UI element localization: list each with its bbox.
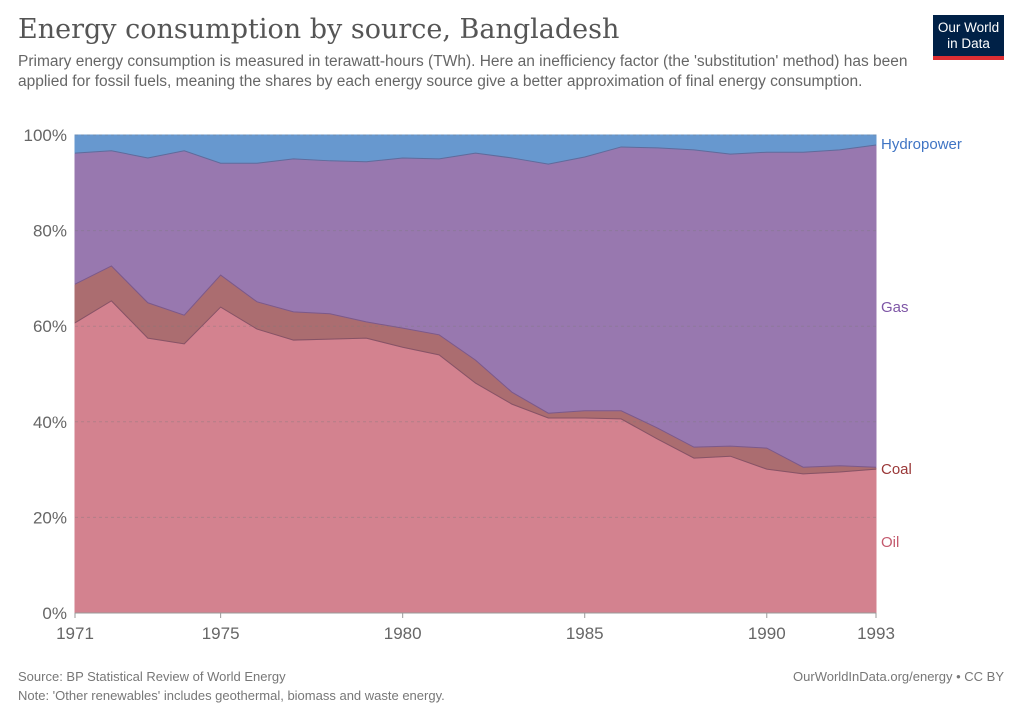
x-tick-label: 1975 <box>202 624 240 643</box>
y-tick-label: 40% <box>33 413 67 432</box>
x-tick-label: 1993 <box>857 624 895 643</box>
chart-title: Energy consumption by source, Bangladesh <box>18 14 620 45</box>
y-tick-label: 0% <box>42 604 67 623</box>
y-tick-label: 80% <box>33 222 67 241</box>
series-label-coal: Coal <box>881 461 912 478</box>
note-text: Note: 'Other renewables' includes geothe… <box>18 688 445 703</box>
chart-subtitle: Primary energy consumption is measured i… <box>18 53 908 90</box>
series-label-oil: Oil <box>881 534 899 551</box>
source-text: Source: BP Statistical Review of World E… <box>18 669 286 684</box>
credit-link[interactable]: OurWorldInData.org/energy • CC BY <box>793 669 1004 684</box>
owid-logo[interactable]: Our World in Data <box>933 15 1004 60</box>
boundary-line-gas <box>74 144 877 165</box>
boundary-line-coal <box>74 265 877 468</box>
x-tick-label: 1980 <box>384 624 422 643</box>
y-tick-label: 20% <box>33 508 67 527</box>
series-label-hydropower: Hydropower <box>881 136 962 153</box>
x-tick-label: 1985 <box>566 624 604 643</box>
x-tick-label: 1971 <box>56 624 94 643</box>
x-tick-label: 1990 <box>748 624 786 643</box>
y-tick-label: 100% <box>24 126 67 145</box>
area-hydropower <box>74 134 877 165</box>
series-label-gas: Gas <box>881 299 909 316</box>
boundary-line-oil <box>74 300 877 475</box>
y-tick-label: 60% <box>33 317 67 336</box>
